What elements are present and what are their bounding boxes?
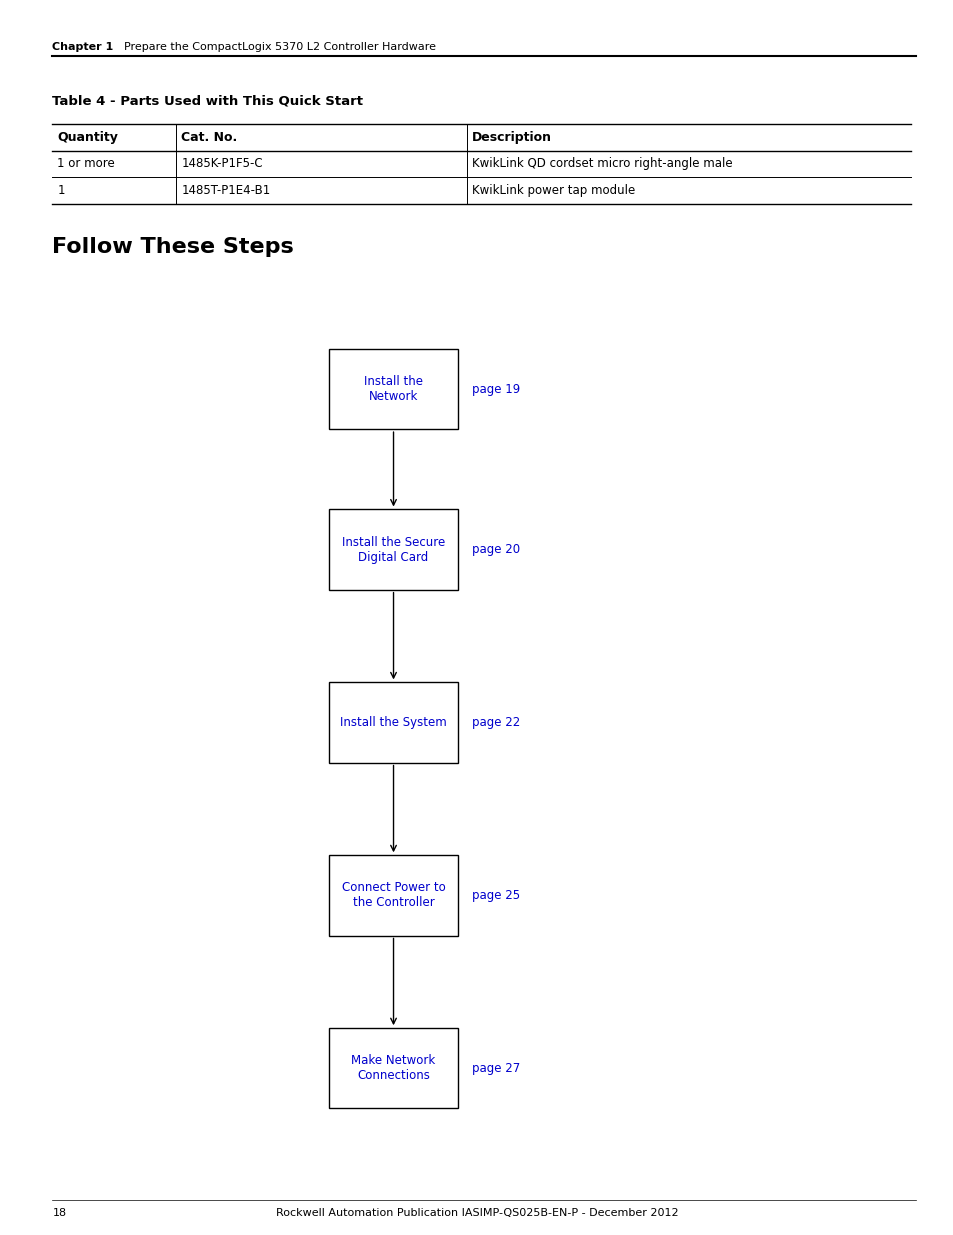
Text: KwikLink QD cordset micro right-angle male: KwikLink QD cordset micro right-angle ma…: [472, 157, 732, 170]
Text: page 27: page 27: [472, 1062, 520, 1074]
Text: Connect Power to
the Controller: Connect Power to the Controller: [341, 882, 445, 909]
Bar: [329, 1028, 457, 1109]
Text: 1: 1: [57, 184, 65, 196]
Text: KwikLink power tap module: KwikLink power tap module: [472, 184, 635, 196]
Bar: [329, 855, 457, 936]
Text: page 22: page 22: [472, 716, 520, 729]
Text: Chapter 1: Chapter 1: [52, 42, 113, 52]
Bar: [329, 509, 457, 589]
Text: 1485K-P1F5-C: 1485K-P1F5-C: [181, 157, 263, 170]
Text: Prepare the CompactLogix 5370 L2 Controller Hardware: Prepare the CompactLogix 5370 L2 Control…: [124, 42, 436, 52]
Bar: [329, 683, 457, 763]
Text: Make Network
Connections: Make Network Connections: [351, 1055, 436, 1082]
Text: Description: Description: [472, 131, 552, 143]
Text: Follow These Steps: Follow These Steps: [52, 237, 294, 257]
Text: Quantity: Quantity: [57, 131, 118, 143]
Text: Rockwell Automation Publication IASIMP-QS025B-EN-P - December 2012: Rockwell Automation Publication IASIMP-Q…: [275, 1208, 678, 1218]
Bar: [329, 348, 457, 429]
Text: Install the Secure
Digital Card: Install the Secure Digital Card: [341, 536, 445, 563]
Text: Cat. No.: Cat. No.: [181, 131, 237, 143]
Text: 1 or more: 1 or more: [57, 157, 115, 170]
Text: 1485T-P1E4-B1: 1485T-P1E4-B1: [181, 184, 271, 196]
Text: page 25: page 25: [472, 889, 519, 902]
Text: page 20: page 20: [472, 543, 519, 556]
Text: Install the System: Install the System: [340, 716, 446, 729]
Text: 18: 18: [52, 1208, 67, 1218]
Text: Table 4 - Parts Used with This Quick Start: Table 4 - Parts Used with This Quick Sta…: [52, 95, 363, 107]
Text: page 19: page 19: [472, 383, 520, 395]
Text: Install the
Network: Install the Network: [364, 375, 422, 403]
